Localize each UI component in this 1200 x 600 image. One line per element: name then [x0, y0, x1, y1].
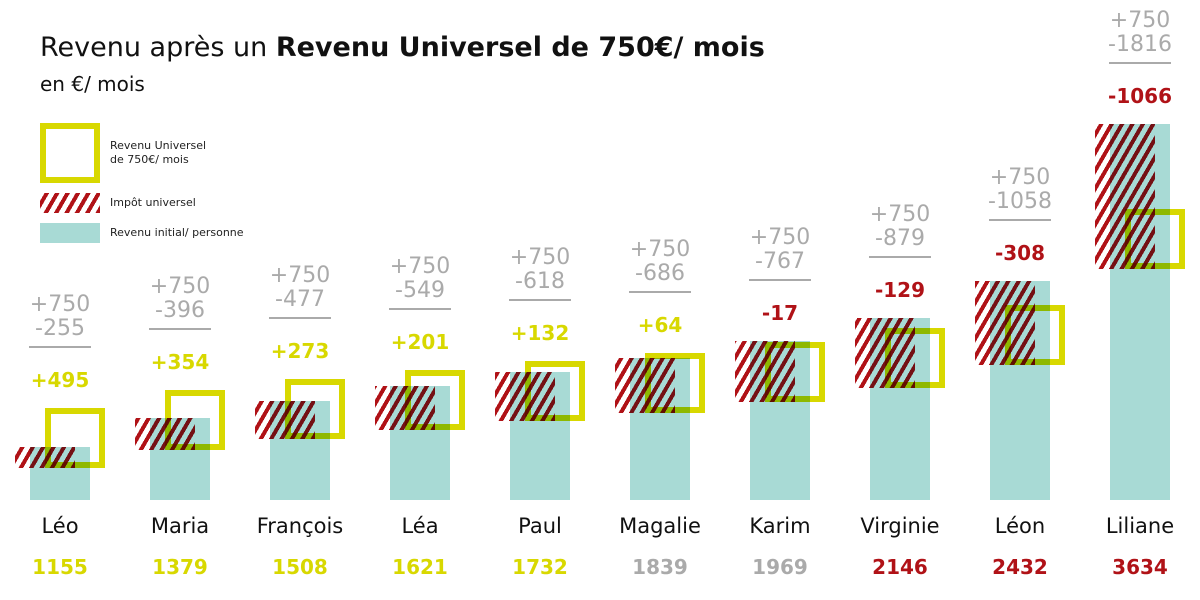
net-change-label: -308	[994, 240, 1046, 265]
bar-universal-income	[1005, 305, 1065, 366]
final-income-label: 1621	[392, 555, 448, 579]
bar-universal-income	[405, 370, 465, 431]
final-income-label: 1379	[152, 555, 208, 579]
tax-label: -767	[755, 249, 805, 275]
net-change-label: -17	[761, 301, 799, 326]
final-income-label: 2146	[872, 555, 928, 579]
net-change-label: +64	[637, 312, 683, 337]
net-change-label: -129	[874, 278, 926, 302]
chart-subtitle: en €/ mois	[40, 72, 145, 96]
category-label: Léo	[41, 514, 79, 538]
legend-label-universal-income: Revenu Universel de 750€/ mois	[110, 139, 207, 166]
net-change-label: +273	[270, 339, 330, 364]
bar-universal-income	[285, 379, 345, 440]
net-change-label: +495	[30, 367, 90, 392]
final-income-label: 1969	[752, 555, 808, 579]
legend-swatch-universal-income	[40, 123, 100, 183]
universal-income-label: +750	[869, 202, 931, 227]
tax-label: -1816	[1108, 32, 1172, 57]
label-rule	[149, 327, 211, 330]
label-rule	[869, 256, 931, 258]
bar-universal-income	[885, 328, 945, 389]
label-rule	[389, 308, 451, 311]
universal-income-label: +750	[269, 263, 331, 289]
label-rule	[1109, 62, 1171, 64]
universal-income-label: +750	[629, 236, 691, 262]
universal-income-label: +750	[1109, 8, 1171, 33]
bar-universal-income	[765, 342, 825, 403]
category-label: Maria	[150, 514, 210, 538]
tax-label: -879	[875, 226, 925, 251]
net-change-label: +354	[150, 349, 210, 374]
universal-income-label: +750	[509, 245, 571, 271]
universal-income-label: +750	[29, 291, 91, 317]
legend-swatch-initial-income	[40, 223, 100, 243]
tax-label: -477	[275, 287, 325, 313]
label-rule	[629, 290, 691, 293]
universal-income-label: +750	[989, 164, 1051, 190]
category-label: Virginie	[860, 514, 940, 538]
label-rule	[509, 299, 571, 302]
bar-universal-income	[645, 352, 705, 413]
legend-label-universal-tax: Impôt universel	[110, 196, 196, 209]
final-income-label: 1155	[32, 555, 88, 579]
category-label: Léon	[994, 514, 1046, 538]
universal-income-label: +750	[389, 254, 451, 280]
tax-label: -1058	[988, 188, 1052, 214]
final-income-label: 1839	[632, 555, 688, 579]
label-rule	[29, 345, 91, 348]
category-label: Paul	[518, 514, 562, 538]
universal-income-label: +750	[749, 225, 811, 251]
category-label: Léa	[401, 514, 439, 538]
bar-universal-income	[1125, 209, 1185, 270]
label-rule	[269, 317, 331, 320]
title-plain: Revenu après un	[40, 32, 276, 63]
net-change-label: +132	[510, 321, 570, 346]
universal-income-label: +750	[149, 273, 211, 299]
final-income-label: 3634	[1112, 555, 1168, 579]
final-income-label: 2432	[992, 555, 1048, 579]
legend-label-initial-income: Revenu initial/ personne	[110, 226, 244, 239]
final-income-label: 1508	[272, 555, 328, 579]
final-income-label: 1732	[512, 555, 568, 579]
tax-label: -255	[35, 315, 85, 341]
tax-label: -618	[515, 269, 565, 295]
net-change-label: -1066	[1108, 84, 1172, 108]
bar-universal-income	[45, 407, 105, 468]
title-bold: Revenu Universel de 750€/ mois	[275, 32, 765, 63]
category-label: François	[256, 514, 344, 538]
chart-title: Revenu après un Revenu Universel de 750€…	[40, 32, 765, 63]
category-label: Magalie	[619, 514, 701, 538]
tax-label: -686	[635, 260, 685, 286]
tax-label: -396	[155, 297, 205, 323]
label-rule	[749, 279, 811, 282]
bar-universal-income	[165, 389, 225, 450]
bar-universal-income	[525, 361, 585, 422]
net-change-label: +201	[390, 330, 450, 355]
tax-label: -549	[395, 278, 445, 304]
category-label: Liliane	[1105, 514, 1175, 538]
category-label: Karim	[749, 514, 811, 538]
label-rule	[989, 218, 1051, 221]
legend-swatch-universal-tax	[40, 193, 100, 213]
